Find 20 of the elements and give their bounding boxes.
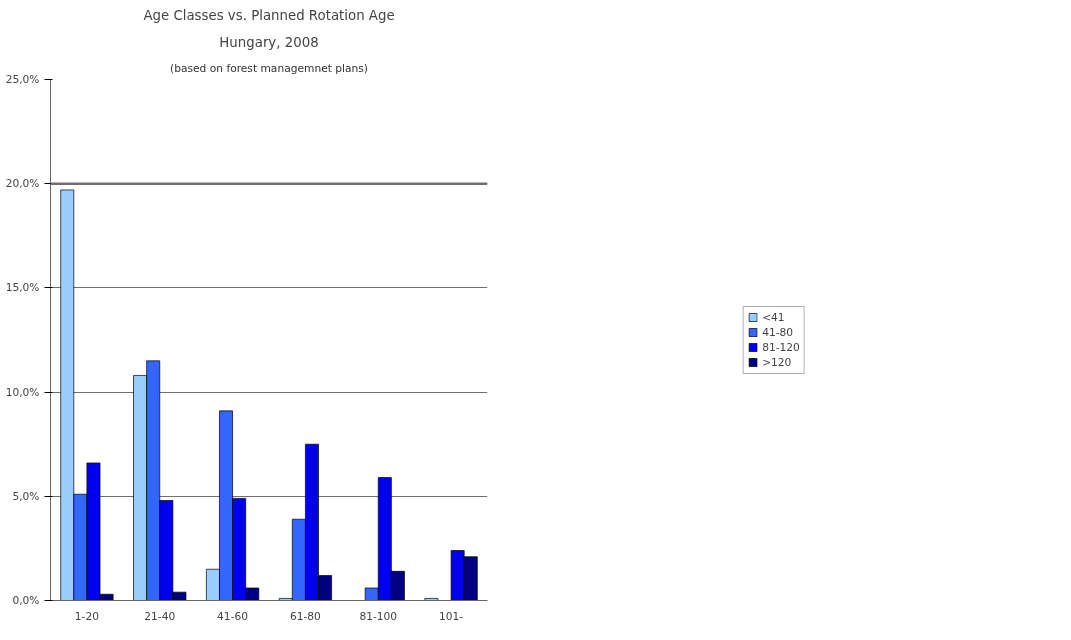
y-tick-label: 25,0% [5,73,40,86]
bar [424,598,439,601]
y-tick-label: 20,0% [5,177,40,191]
x-tick-label: 41-60 [217,609,249,623]
legend-label: >120 [762,355,792,369]
x-tick-label: 61-80 [289,609,322,623]
y-tick-label: 0,0% [12,594,40,607]
y-tick-label: 10,0% [5,385,40,399]
chart-title: Age Classes vs. Planned Rotation Age [143,7,395,23]
legend-label: <41 [762,310,785,324]
text: (based on forest managemnet plans) [170,61,368,75]
x-tick-label: 101- [438,609,464,623]
x-tick-label: 21-40 [144,609,176,623]
chart-subtitle: Hungary, 2008 [219,34,319,50]
legend-label: 41-80 [762,325,794,339]
x-tick-label: 1-20 [74,609,100,623]
legend-label: 81-120 [762,340,800,354]
x-tick-label: 81-100 [359,609,398,623]
y-tick-label: 15,0% [5,281,40,295]
y-tick-label: 5,0% [12,489,40,503]
